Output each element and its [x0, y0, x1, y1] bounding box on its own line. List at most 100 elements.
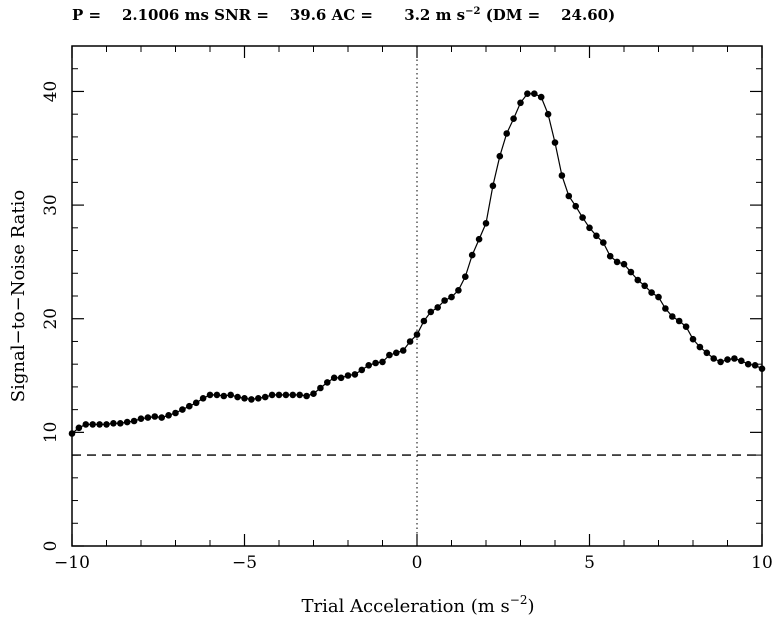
data-point [613, 258, 621, 266]
data-point [254, 395, 262, 402]
data-point [551, 139, 559, 146]
data-point [600, 239, 607, 246]
data-point [317, 384, 324, 392]
x-tick-label: −5 [232, 553, 257, 573]
data-point [261, 393, 269, 401]
data-point [489, 182, 497, 190]
x-tick-label: −10 [54, 553, 90, 573]
data-point [89, 421, 96, 428]
data-point [689, 335, 697, 343]
data-point [144, 414, 152, 421]
data-point [662, 305, 669, 312]
data-point [199, 395, 207, 402]
data-point [289, 391, 297, 399]
data-point [696, 343, 704, 351]
data-point [110, 420, 117, 427]
data-point [744, 360, 752, 368]
axis-ticks [71, 45, 763, 547]
data-point [579, 214, 586, 221]
data-point [496, 152, 504, 160]
data-point [751, 362, 759, 369]
data-point [399, 347, 407, 354]
data-point [572, 202, 579, 210]
data-point [413, 331, 421, 338]
data-point [117, 420, 124, 427]
data-point [558, 172, 566, 179]
reference-lines [72, 46, 762, 546]
data-point [455, 287, 462, 294]
data-point [517, 99, 524, 107]
data-point [593, 232, 600, 240]
y-axis-title: Signal−to−Noise Ratio [8, 190, 29, 402]
data-point [393, 349, 400, 357]
y-tick-label: 0 [41, 541, 61, 552]
data-point [531, 90, 538, 97]
data-point [158, 414, 165, 421]
data-point [738, 357, 745, 365]
data-point [310, 390, 317, 398]
data-point [192, 399, 200, 407]
data-point [82, 421, 90, 428]
header-text: P = 2.1006 ms SNR = 39.6 AC = 3.2 m s [72, 6, 466, 24]
data-point [620, 260, 628, 268]
data-point [641, 282, 648, 290]
data-point [606, 252, 614, 260]
data-point [303, 392, 310, 400]
data-point [365, 362, 373, 369]
data-point [372, 359, 379, 367]
data-point [669, 313, 676, 320]
data-point [434, 304, 442, 311]
data-point [675, 317, 683, 325]
data-point [717, 358, 724, 366]
y-tick-label: 30 [41, 194, 61, 216]
data-point [344, 372, 352, 379]
x-tick-label: 5 [584, 553, 595, 573]
data-point [386, 351, 393, 359]
data-point [537, 93, 545, 101]
data-point [627, 268, 635, 276]
data-point [406, 338, 414, 345]
data-point [227, 391, 234, 399]
data-point [282, 391, 290, 399]
data-point [703, 349, 711, 357]
y-tick-label: 20 [41, 308, 61, 330]
x-tick-label: 10 [751, 553, 773, 573]
data-point [482, 220, 490, 227]
header-tail: (DM = 24.60) [480, 6, 616, 24]
data-point [130, 417, 138, 425]
data-point [655, 293, 662, 301]
data-point [648, 289, 655, 296]
x-tick-label: 0 [412, 553, 423, 573]
data-point [710, 355, 717, 362]
data-point [213, 391, 221, 399]
data-point [68, 430, 76, 437]
y-tick-label: 10 [41, 422, 61, 444]
data-point [358, 366, 366, 374]
data-point [731, 355, 738, 362]
series-line-group [71, 93, 763, 434]
y-tick-label: 40 [41, 81, 61, 103]
data-point [296, 391, 304, 399]
snr-series-line [71, 93, 763, 434]
header-summary: P = 2.1006 ms SNR = 39.6 AC = 3.2 m s−2 … [72, 6, 615, 24]
data-point [468, 251, 476, 259]
data-point [324, 379, 331, 386]
data-point [337, 374, 345, 382]
data-point [220, 392, 228, 400]
data-point [351, 371, 359, 378]
data-point [524, 90, 531, 97]
header-exponent: −2 [465, 6, 481, 17]
data-point [96, 421, 103, 428]
data-point [427, 308, 435, 316]
data-point [510, 115, 517, 122]
data-point [75, 424, 83, 432]
data-point [234, 393, 241, 401]
data-point [330, 374, 338, 382]
data-point [420, 317, 428, 325]
tick-labels: −10 −5 0 5 10 0 10 20 30 40 [41, 81, 773, 573]
data-point [379, 358, 386, 366]
data-point [179, 406, 186, 413]
data-points [68, 90, 766, 437]
data-point [475, 235, 483, 243]
